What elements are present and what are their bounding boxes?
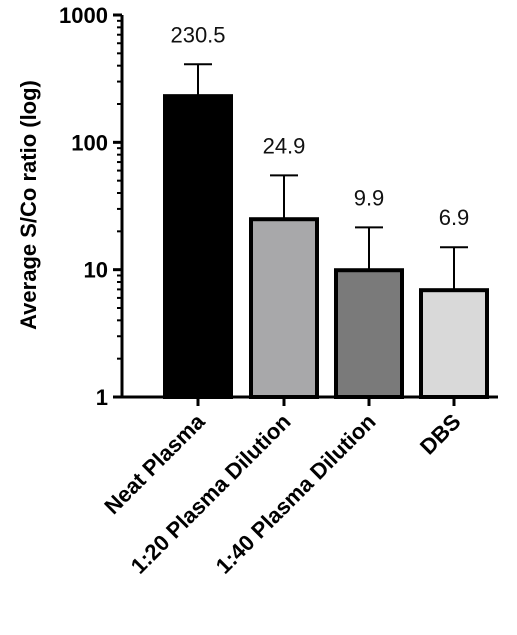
y-ticks: 1 10 100 1000: [59, 3, 122, 410]
bar: [419, 288, 489, 400]
y-tick-label: 10: [84, 258, 108, 283]
error-bars: [184, 63, 468, 291]
data-labels: 230.5 24.9 9.9 6.9: [170, 22, 469, 230]
bar: [334, 268, 404, 399]
y-axis-label: Average S/Co ratio (log): [16, 80, 41, 330]
bar: [249, 217, 319, 399]
bars: [163, 94, 489, 400]
x-tick-label: 1:20 Plasma Dilution: [126, 409, 296, 579]
x-tick-label: 1:40 Plasma Dilution: [211, 409, 381, 579]
data-label: 24.9: [263, 133, 306, 158]
bar: [163, 94, 233, 400]
y-tick-label: 1: [96, 385, 108, 410]
data-label: 9.9: [354, 185, 385, 210]
y-tick-label: 1000: [59, 3, 108, 28]
data-label: 6.9: [439, 205, 470, 230]
y-tick-label: 100: [71, 130, 108, 155]
data-label: 230.5: [170, 22, 225, 47]
x-tick-label: DBS: [415, 409, 466, 460]
